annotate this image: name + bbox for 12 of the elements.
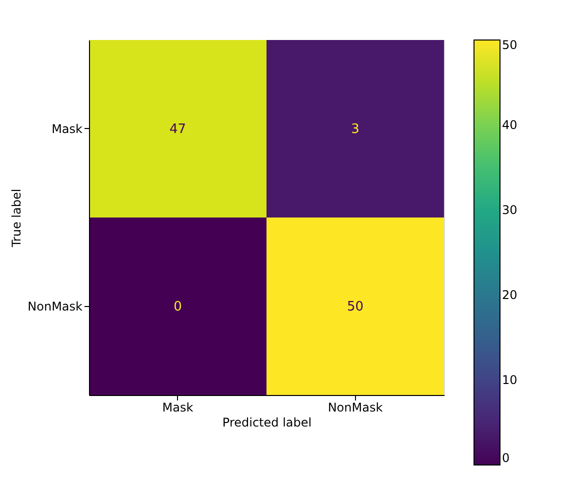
- y-axis-title: True label: [10, 188, 24, 248]
- data-label: 3: [351, 122, 360, 137]
- color-bar-label: 10: [502, 373, 518, 387]
- color-bar-label: 0: [502, 451, 510, 465]
- data-label: 50: [346, 299, 364, 314]
- data-label: 0: [174, 299, 182, 314]
- color-bar-label: 50: [502, 38, 518, 52]
- color-bar-label: 20: [502, 288, 518, 302]
- color-bar-label: 40: [502, 118, 518, 132]
- x-axis-title: Predicted label: [222, 416, 312, 430]
- color-bar-label: 30: [502, 203, 518, 217]
- data-label: 47: [169, 122, 186, 137]
